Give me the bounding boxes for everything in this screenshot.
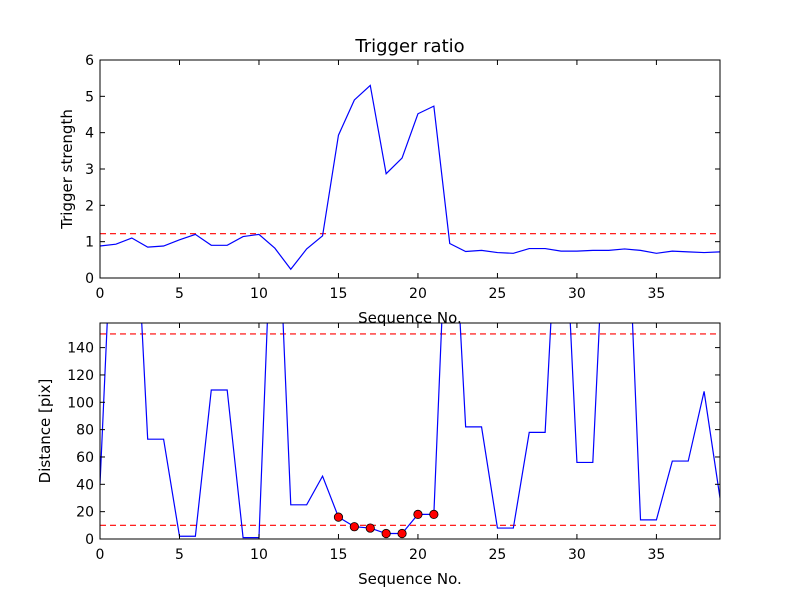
bottom-x-tick-label: 15 [330, 547, 348, 563]
top-y-tick-label: 3 [85, 162, 94, 178]
top-x-tick-label: 25 [489, 286, 507, 302]
bottom-y-tick-label: 60 [76, 450, 94, 466]
bottom-plot-area [100, 323, 720, 539]
top-x-tick-label: 30 [568, 286, 586, 302]
bottom-marker-point [429, 509, 439, 519]
top-y-tick-label: 6 [85, 53, 94, 69]
top-x-tick-label: 5 [175, 286, 184, 302]
bottom-marker-point [381, 528, 391, 539]
bottom-axes-frame [99, 322, 721, 540]
bottom-x-tick-label: 25 [489, 547, 507, 563]
bottom-y-tick-label: 0 [85, 532, 94, 548]
top-y-tick-label: 1 [85, 235, 94, 251]
bottom-x-tick-label: 30 [568, 547, 586, 563]
bottom-y-tick-label: 20 [76, 505, 94, 521]
bottom-marker-point [333, 512, 344, 522]
top-x-tick-label: 0 [96, 286, 105, 302]
bottom-x-tick-label: 0 [96, 547, 105, 563]
top-y-tick-label: 5 [85, 89, 94, 105]
top-x-tick-label: 20 [409, 286, 427, 302]
top-plot-area [100, 84, 720, 271]
bottom-y-axis-label: Distance [pix] [36, 379, 54, 484]
top-x-tick-label: 35 [647, 286, 665, 302]
top-y-tick-label: 0 [85, 271, 94, 287]
bottom-marker-point [413, 509, 423, 519]
bottom-marker-point [397, 528, 407, 539]
bottom-x-tick-label: 5 [175, 547, 184, 563]
bottom-y-tick-label: 100 [67, 395, 94, 411]
top-y-tick-label: 2 [85, 198, 94, 214]
bottom-marker-point [349, 522, 359, 532]
bottom-y-tick-label: 140 [67, 341, 94, 357]
top-chart: Trigger ratio 0 5 10 15 20 25 30 35 0 1 2 3 4 5 6 Sequ… [58, 36, 721, 327]
top-y-axis-label: Trigger strength [58, 109, 76, 230]
bottom-series-line [100, 323, 720, 539]
bottom-x-tick-label: 35 [647, 547, 665, 563]
bottom-y-tick-label: 80 [76, 423, 94, 439]
top-x-tick-label: 10 [250, 286, 268, 302]
bottom-x-tick-label: 20 [409, 547, 427, 563]
bottom-x-tick-label: 10 [250, 547, 268, 563]
bottom-marker-point [365, 523, 375, 533]
top-x-axis-label: Sequence No. [358, 309, 462, 327]
bottom-chart: 0 5 10 15 20 25 30 35 0 20 40 60 80 100 120 140 Sequenc… [36, 322, 721, 588]
top-chart-title: Trigger ratio [354, 36, 464, 57]
top-series-line [100, 84, 720, 271]
top-axis-ticks: 0 5 10 15 20 25 30 35 0 1 2 3 4 5 6 [85, 53, 720, 302]
top-x-tick-label: 15 [330, 286, 348, 302]
bottom-axis-ticks: 0 5 10 15 20 25 30 35 0 20 40 60 80 100 120 140 [67, 323, 720, 563]
bottom-y-tick-label: 120 [67, 368, 94, 384]
bottom-y-tick-label: 40 [76, 477, 94, 493]
bottom-x-axis-label: Sequence No. [358, 570, 462, 588]
top-y-tick-label: 4 [85, 126, 94, 142]
top-axes-frame [99, 59, 721, 279]
